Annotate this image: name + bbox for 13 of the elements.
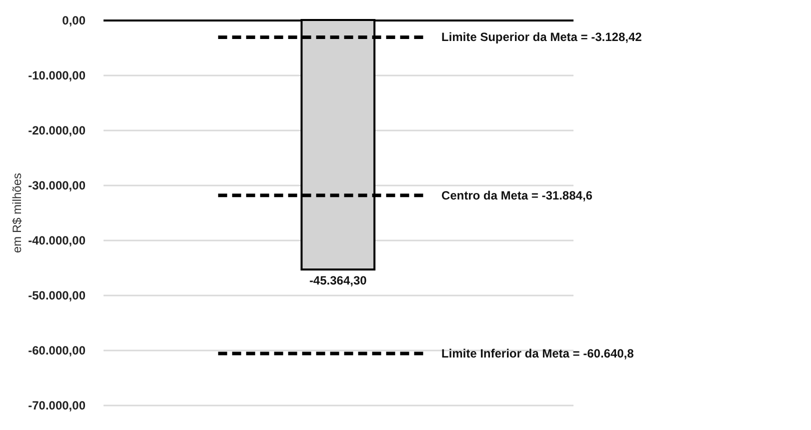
text: -45.364,30 [309,274,367,288]
y-axis-title: em R$ milhões [10,172,24,254]
y-tick-label: -50.000,00 [28,288,86,302]
ref-line-label: Limite Inferior da Meta = -60.640,8 [441,346,634,361]
y-tick-label: -70.000,00 [28,398,86,412]
y-tick-label: -30.000,00 [28,178,86,192]
ref-line-label: Centro da Meta = -31.884,6 [441,188,593,202]
y-tick-label: -40.000,00 [28,234,86,248]
ref-line-label: Limite Superior da Meta = -3.128,42 [441,30,642,44]
y-tick-label: -10.000,00 [28,68,86,82]
y-tick-label: -60.000,00 [28,344,86,358]
y-tick-label: 0,00 [62,14,86,28]
y-tick-label: -20.000,00 [28,124,86,138]
